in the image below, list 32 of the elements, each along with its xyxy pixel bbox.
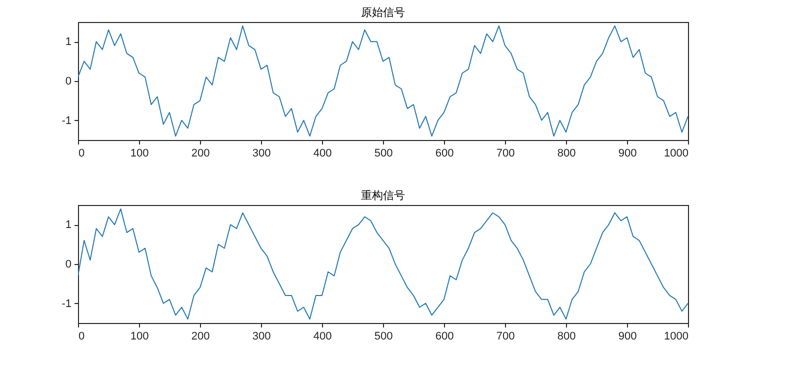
y-tick-label: 0 [65,76,72,88]
x-tick-label: 600 [435,148,454,160]
x-tick-label: 1000 [664,330,688,342]
x-tick-label: 300 [252,330,271,342]
x-tick-label: 200 [191,330,210,342]
line-series [78,25,688,137]
x-tick-label: 900 [618,330,637,342]
line-series [78,208,688,320]
y-tick-label: 0 [65,258,72,270]
x-tick-label: 700 [496,148,515,160]
x-tick-label: 100 [130,148,149,160]
x-tick-label: 800 [557,330,576,342]
x-tick-label: 0 [78,148,85,160]
x-tick-label: 0 [78,330,85,342]
x-tick-label: 700 [496,330,515,342]
y-tick-label: -1 [62,114,72,127]
x-tick-label: 200 [191,148,210,160]
y-tick-label: 1 [65,36,72,48]
x-tick-label: 400 [313,330,332,342]
x-tick-label: 100 [130,330,149,342]
x-tick-label: 300 [252,148,271,160]
x-tick-label: 400 [313,148,332,160]
x-tick-label: 800 [557,148,576,160]
chart-title: 重构信号 [361,189,405,202]
x-tick-label: 500 [374,330,393,342]
chart-title: 原始信号 [361,6,405,19]
x-tick-label: 600 [435,330,454,342]
x-tick-label: 500 [374,148,393,160]
x-tick-label: 1000 [664,148,688,160]
x-tick-label: 900 [618,148,637,160]
y-tick-label: -1 [62,298,72,310]
y-tick-label: 1 [65,219,72,232]
